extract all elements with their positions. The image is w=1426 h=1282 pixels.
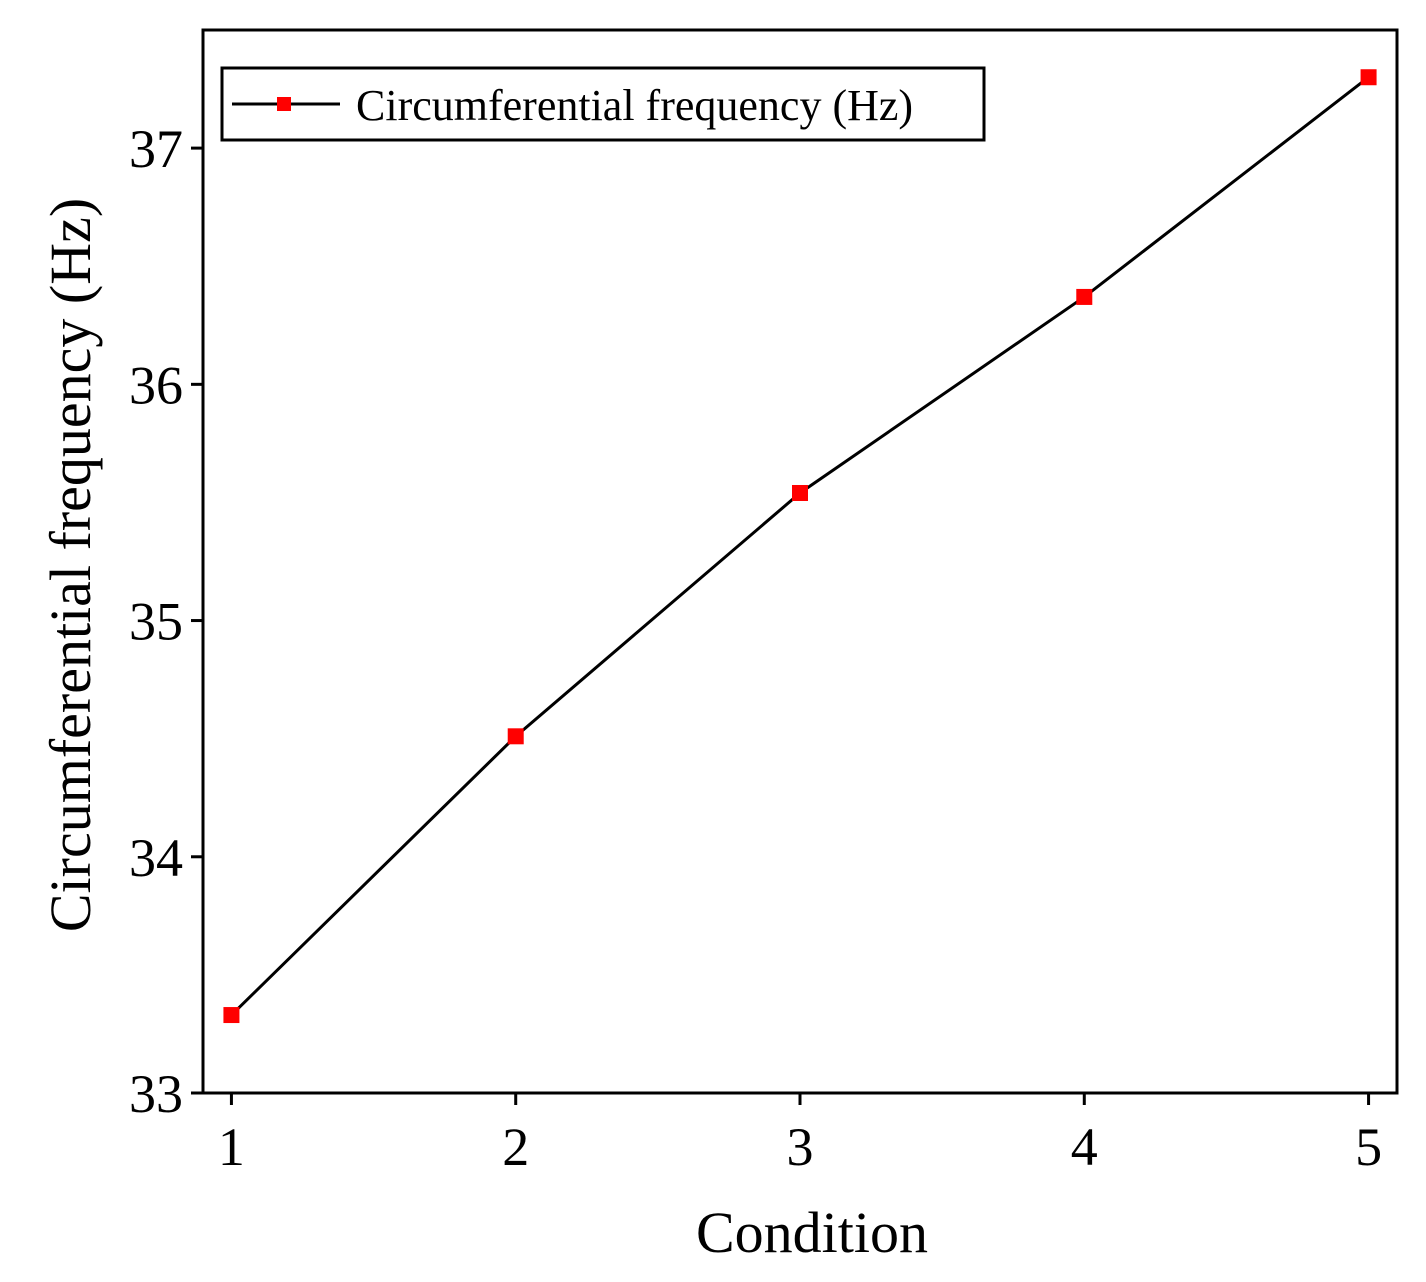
plot-frame [201, 28, 1399, 1095]
series-line [230, 76, 1370, 1017]
series-layer [223, 69, 1377, 1024]
y-tick-label: 37 [129, 119, 183, 179]
x-tick-label: 1 [218, 1117, 245, 1177]
y-axis-title: Circumferential frequency (Hz) [38, 198, 103, 932]
y-tick-label: 33 [129, 1064, 183, 1124]
x-axis-title: Condition [696, 1200, 928, 1265]
y-tick-label: 34 [129, 828, 183, 888]
data-point-marker [223, 1007, 240, 1024]
data-point-marker [507, 728, 524, 745]
x-tick-label: 4 [1071, 1117, 1098, 1177]
legend-marker [277, 97, 291, 111]
x-tick-label: 2 [502, 1117, 529, 1177]
y-tick-label: 35 [129, 592, 183, 652]
x-tick-label: 3 [787, 1117, 814, 1177]
x-tick-label: 5 [1355, 1117, 1382, 1177]
data-point-marker [792, 484, 808, 501]
legend-box [220, 66, 986, 142]
legend-series-label: Circumferential frequency (Hz) [356, 81, 913, 130]
y-tick-label: 36 [129, 355, 183, 415]
legend: Circumferential frequency (Hz) [220, 66, 986, 142]
data-point-marker [1076, 288, 1093, 305]
data-point-marker [1360, 69, 1377, 86]
